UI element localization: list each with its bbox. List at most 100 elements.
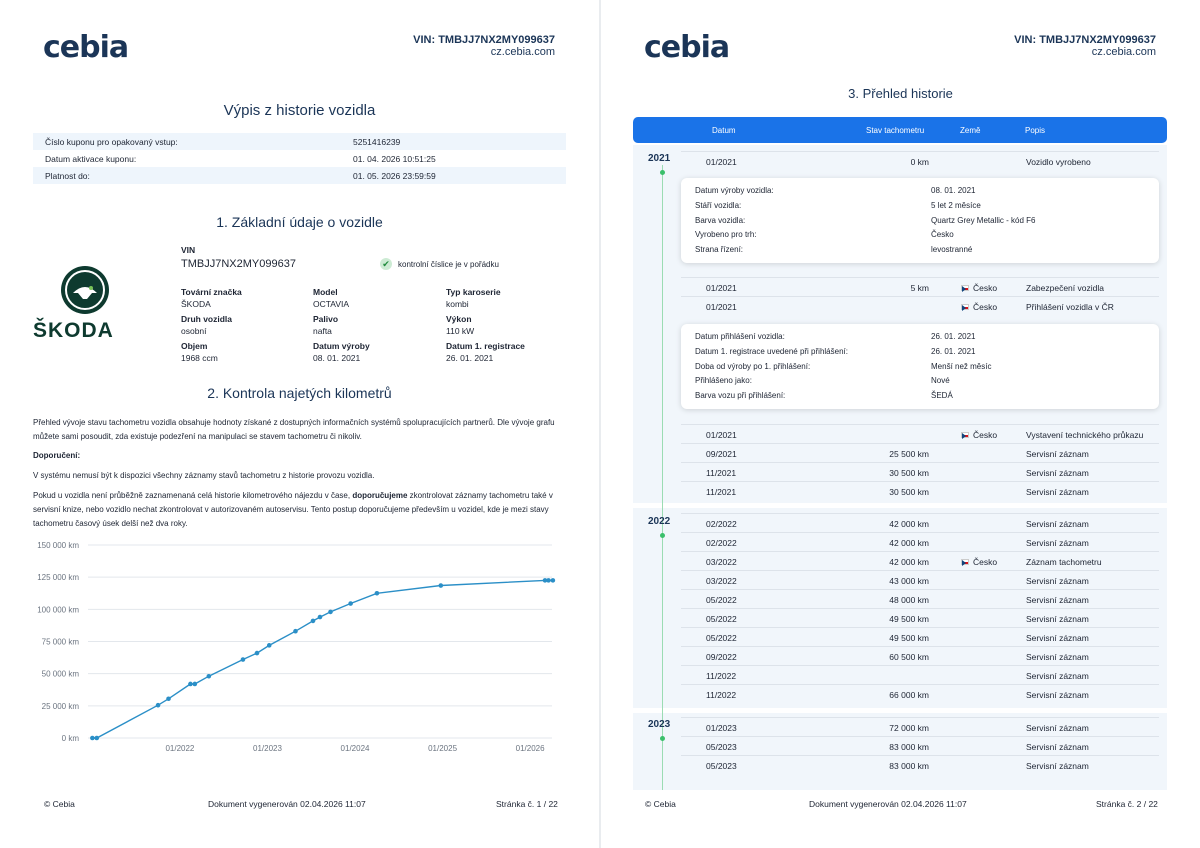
spec-item: Palivo nafta (313, 314, 339, 336)
vehicle-detail-card: Datum výroby vozidla: 08. 01. 2021 Stáří v… (681, 178, 1159, 263)
row-odometer: 66 000 km (889, 690, 929, 700)
row-date: 01/2021 (706, 157, 737, 167)
vin-check: ✔ kontrolní číslice je v pořádku (380, 258, 499, 270)
mileage-data-point (542, 578, 548, 583)
timeline-line (662, 165, 663, 790)
history-row: 01/2021 0 km Vozidlo vyrobeno (681, 151, 1159, 169)
header-url[interactable]: cz.cebia.com (490, 46, 555, 58)
recommend-text-2: Pokud u vozidla není průběžně zaznamenan… (33, 491, 553, 528)
row-date: 05/2022 (706, 633, 737, 643)
row-odometer: 83 000 km (889, 761, 929, 771)
row-description: Servisní záznam (1026, 468, 1089, 478)
x-tick-label: 01/2022 (165, 744, 194, 753)
vin-label: VIN (181, 245, 196, 255)
history-row: 11/2022 Servisní záznam (681, 665, 1159, 683)
detail-label: Barva vozidla: (695, 215, 746, 225)
vin-check-text: kontrolní číslice je v pořádku (398, 259, 499, 269)
row-description: Přihlášení vozidla v ČR (1026, 302, 1114, 312)
history-row: 03/2022 43 000 km Servisní záznam (681, 570, 1159, 588)
row-description: Servisní záznam (1026, 671, 1089, 681)
row-odometer: 72 000 km (889, 723, 929, 733)
row-description: Servisní záznam (1026, 614, 1089, 624)
row-description: Servisní záznam (1026, 576, 1089, 586)
mileage-data-point (293, 628, 298, 634)
history-row: 05/2023 83 000 km Servisní záznam (681, 736, 1159, 754)
coupon-row: Platnost do: 01. 05. 2026 23:59:59 (33, 167, 566, 184)
row-description: Servisní záznam (1026, 595, 1089, 605)
mileage-data-point (348, 601, 353, 606)
header-vin: VIN: TMBJJ7NX2MY099637 (413, 34, 555, 46)
x-tick-label: 01/2026 (516, 744, 545, 753)
history-row: 01/2023 72 000 km Servisní záznam (681, 717, 1159, 735)
mileage-chart: 0 km 25 000 km 50 000 km 75 000 km 100 000 k… (37, 541, 556, 753)
row-date: 02/2022 (706, 538, 737, 548)
header-info: VIN: TMBJJ7NX2MY099637 cz.cebia.com (1014, 34, 1156, 58)
header-url[interactable]: cz.cebia.com (1091, 46, 1156, 58)
mileage-intro: Přehled vývoje stavu tachometru vozidla … (33, 418, 555, 441)
year-label: 2021 (648, 153, 671, 164)
x-tick-label: 01/2025 (428, 744, 457, 753)
row-description: Servisní záznam (1026, 723, 1089, 733)
czech-flag-icon (961, 559, 969, 566)
detail-label: Datum přihlášení vozidla: (695, 332, 785, 341)
coupon-label: Platnost do: (45, 170, 90, 181)
row-date: 05/2023 (706, 742, 737, 752)
report-page-2: cebia VIN: TMBJJ7NX2MY099637 cz.cebia.co… (601, 0, 1200, 848)
section-title-mileage: 2. Kontrola najetých kilometrů (207, 385, 392, 401)
row-description: Servisní záznam (1026, 449, 1089, 459)
history-row: 02/2022 42 000 km Servisní záznam (681, 513, 1159, 531)
row-country: Česko (961, 557, 997, 567)
timeline-dot (660, 533, 665, 538)
skoda-emblem-icon (61, 266, 109, 314)
row-date: 11/2021 (706, 487, 737, 497)
czech-flag-icon (961, 304, 969, 311)
row-odometer: 25 500 km (889, 449, 929, 459)
history-row: 09/2022 60 500 km Servisní záznam (681, 646, 1159, 664)
spec-item: Tovární značka ŠKODA (181, 287, 242, 309)
detail-value: levostranné (931, 245, 973, 255)
spec-item: Výkon 110 kW (446, 314, 475, 336)
y-tick-label: 125 000 km (37, 573, 79, 582)
history-row: 05/2022 48 000 km Servisní záznam (681, 589, 1159, 607)
coupon-value: 01. 04. 2026 10:51:25 (353, 153, 436, 164)
row-description: Servisní záznam (1026, 633, 1089, 643)
history-row: 11/2021 30 500 km Servisní záznam (681, 462, 1159, 480)
row-date: 01/2021 (706, 430, 737, 440)
y-tick-label: 100 000 km (37, 605, 79, 614)
detail-label: Strana řízení: (695, 245, 744, 255)
y-tick-label: 50 000 km (42, 670, 80, 679)
col-country: Země (960, 126, 981, 135)
row-date: 01/2021 (706, 283, 737, 293)
czech-flag-icon (961, 432, 969, 439)
cebia-logo: cebia (43, 30, 129, 65)
recommend-label: Doporučení: (33, 451, 81, 460)
row-description: Zabezpečení vozidla (1026, 283, 1104, 293)
header-info: VIN: TMBJJ7NX2MY099637 cz.cebia.com (413, 34, 555, 58)
x-tick-label: 01/2023 (253, 744, 282, 753)
cebia-logo: cebia (644, 30, 730, 65)
row-date: 03/2022 (706, 557, 737, 567)
coupon-label: Datum aktivace kuponu: (45, 153, 137, 164)
spec-item: Typ karoserie kombi (446, 287, 501, 309)
detail-label: Stáří vozidla: (695, 200, 742, 210)
detail-label: Doba od výroby po 1. přihlášení: (695, 361, 811, 371)
detail-value: 5 let 2 měsíce (931, 200, 981, 210)
mileage-data-point (438, 583, 444, 588)
mileage-data-point (188, 681, 193, 687)
footer-copyright: © Cebia (645, 799, 676, 809)
coupon-row: Číslo kuponu pro opakovaný vstup: 525141… (33, 133, 566, 150)
row-date: 11/2022 (706, 690, 737, 700)
mileage-data-point (240, 657, 246, 662)
y-tick-label: 0 km (62, 734, 80, 743)
history-row: 01/2021 5 km Česko Zabezpečení vozidla (681, 277, 1159, 295)
row-odometer: 0 km (910, 157, 929, 167)
history-table-header: Datum Stav tachometru Země Popis (633, 117, 1167, 143)
row-description: Vystavení technického průkazu (1026, 430, 1144, 440)
detail-value: Nové (931, 376, 950, 386)
recommend-text-1: V systému nemusí být k dispozici všechny… (33, 471, 375, 480)
row-odometer: 48 000 km (889, 595, 929, 605)
coupon-label: Číslo kuponu pro opakovaný vstup: (45, 136, 178, 147)
row-description: Vozidlo vyrobeno (1026, 157, 1091, 167)
detail-label: Vyrobeno pro trh: (695, 230, 757, 240)
row-odometer: 30 500 km (889, 487, 929, 497)
